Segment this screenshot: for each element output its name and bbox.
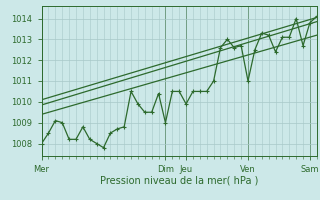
- X-axis label: Pression niveau de la mer( hPa ): Pression niveau de la mer( hPa ): [100, 175, 258, 185]
